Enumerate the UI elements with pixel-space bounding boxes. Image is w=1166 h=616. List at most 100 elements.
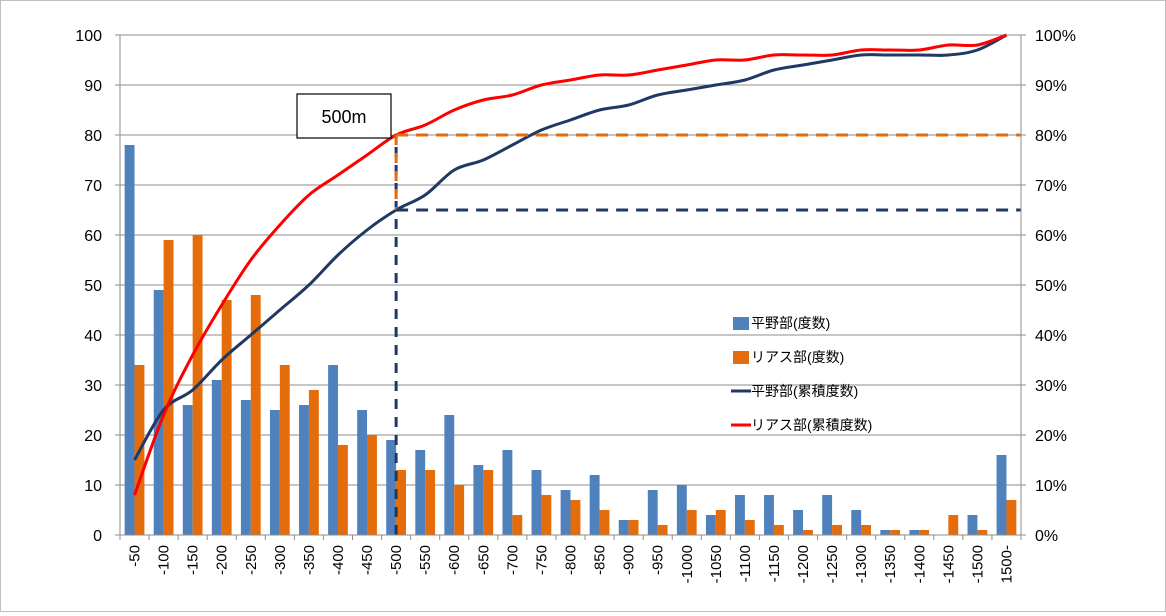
- y-tick-label-left: 10: [84, 478, 102, 495]
- y-tick-label-left: 60: [84, 228, 102, 245]
- x-tick-label: -100: [156, 545, 173, 575]
- bars: [124, 145, 1017, 535]
- y-tick-label-left: 50: [84, 278, 102, 295]
- bar-heiyabu--1250: [822, 495, 833, 535]
- bar-heiyabu--600: [444, 415, 455, 535]
- x-tick-label: -1050: [708, 545, 725, 583]
- bar-riasubu--850: [599, 510, 610, 535]
- y-tick-label-left: 0: [93, 528, 102, 545]
- x-tick-label: -500: [388, 545, 405, 575]
- bar-heiyabu--800: [560, 490, 571, 535]
- x-tick-label: -850: [592, 545, 609, 575]
- y-axis-left-ticks: 0 10 20 30 40 50 60 70 80 90 100: [75, 28, 102, 545]
- reference-lines: [394, 133, 1021, 535]
- bar-riasubu--250: [250, 295, 261, 535]
- bar-heiyabu--50: [124, 145, 135, 535]
- bar-heiyabu--550: [415, 450, 426, 535]
- y-tick-label-right: 90%: [1035, 78, 1067, 95]
- legend-label: リアス部(累積度数): [751, 417, 872, 433]
- annotation-label: 500m: [321, 107, 366, 127]
- annotation-box: [296, 93, 392, 139]
- x-tick-label: -1000: [679, 545, 696, 583]
- y-tick-label-left: 20: [84, 428, 102, 445]
- bar-heiyabu--150: [182, 405, 193, 535]
- y-tick-label-right: 30%: [1035, 378, 1067, 395]
- bar-heiyabu--700: [502, 450, 513, 535]
- legend: 平野部(度数) リアス部(度数) 平野部(累積度数) リアス部(累積度数): [731, 315, 872, 433]
- x-axis-tick-labels: -50 -100 -150 -200 -250 -300 -350 -400 -450 -500-…: [127, 545, 1016, 583]
- x-tick-label: -50: [127, 545, 144, 567]
- bar-riasubu--500: [396, 470, 406, 535]
- cumulative-lines: [133, 33, 1008, 496]
- x-tick-label: -1500: [969, 545, 986, 583]
- legend-label: 平野部(累積度数): [751, 383, 858, 399]
- x-tick-label: -250: [243, 545, 260, 575]
- bar-heiyabu--650: [473, 465, 484, 535]
- bar-heiyabu--750: [531, 470, 542, 535]
- x-tick-label: -600: [446, 545, 463, 575]
- y-tick-label-right: 10%: [1035, 478, 1067, 495]
- bar-heiyabu--300: [269, 410, 280, 535]
- bar-heiyabu--400: [328, 365, 338, 535]
- bar-riasubu--1250: [832, 525, 842, 535]
- x-tick-label: -200: [214, 545, 231, 575]
- y-tick-label-right: 60%: [1035, 228, 1067, 245]
- x-tick-label: -1150: [766, 545, 783, 582]
- bar-heiyabu--1150: [764, 495, 774, 535]
- bar-riasubu--1450: [948, 515, 959, 535]
- annotation-500m: 500m: [296, 93, 392, 139]
- bar-riasubu--350: [308, 390, 319, 535]
- bar-heiyabu--350: [299, 405, 309, 535]
- y-tick-label-right: 20%: [1035, 428, 1067, 445]
- x-tick-label: -750: [533, 545, 550, 575]
- bar-riasubu--700: [512, 515, 523, 535]
- bar-riasubu--800: [570, 500, 581, 535]
- bar-heiyabu--1100: [735, 495, 745, 535]
- bar-heiyabu--500: [386, 440, 397, 535]
- bar-riasubu--1150: [773, 525, 784, 535]
- bar-riasubu--1050: [715, 510, 726, 535]
- x-tick-label: -1250: [824, 545, 841, 583]
- x-tick-label: 1500-: [998, 545, 1015, 583]
- line-heiyabu-cumulative: [133, 33, 1008, 461]
- x-tick-label: -800: [563, 545, 580, 575]
- y-axis-right-ticks: 0% 10% 20% 30% 40% 50% 60% 70% 80% 90% 100%: [1035, 28, 1076, 545]
- x-tick-label: -1400: [911, 545, 928, 583]
- x-tick-label: -400: [330, 545, 347, 575]
- x-tick-label: -700: [504, 545, 521, 575]
- x-tick-label: -350: [301, 545, 318, 575]
- bar-heiyabu--250: [240, 400, 251, 535]
- bar-riasubu--950: [657, 525, 668, 535]
- y-tick-label-left: 40: [84, 328, 102, 345]
- bar-heiyabu--1350: [880, 530, 891, 535]
- bar-riasubu--450: [367, 435, 377, 535]
- bar-riasubu--1400: [919, 530, 930, 535]
- bar-heiyabu--200: [211, 380, 222, 535]
- bar-riasubu--1300: [861, 525, 872, 535]
- bar-riasubu--100: [163, 240, 174, 535]
- y-tick-label-right: 50%: [1035, 278, 1067, 295]
- bar-riasubu--300: [279, 365, 290, 535]
- bar-heiyabu--1200: [793, 510, 804, 535]
- bar-riasubu--200: [221, 300, 232, 535]
- bar-riasubu--750: [541, 495, 552, 535]
- axes: [115, 34, 1026, 540]
- bar-heiyabu--1400: [909, 530, 920, 535]
- y-tick-label-left: 80: [84, 128, 102, 145]
- bar-riasubu--1500: [977, 530, 988, 535]
- x-tick-label: -900: [621, 545, 638, 575]
- x-tick-label: -450: [359, 545, 376, 575]
- x-tick-label: -150: [185, 545, 202, 575]
- y-tick-label-left: 90: [84, 78, 102, 95]
- x-tick-label: -1450: [940, 545, 957, 583]
- bar-heiyabu--850: [589, 475, 600, 535]
- bar-riasubu--1000: [686, 510, 697, 535]
- legend-swatch-bar: [733, 317, 749, 330]
- line-riasubu-cumulative: [133, 33, 1007, 496]
- legend-label: 平野部(度数): [751, 315, 830, 331]
- bar-riasubu--550: [425, 470, 436, 535]
- bar-heiyabu--950: [647, 490, 658, 535]
- y-tick-label-left: 30: [84, 378, 102, 395]
